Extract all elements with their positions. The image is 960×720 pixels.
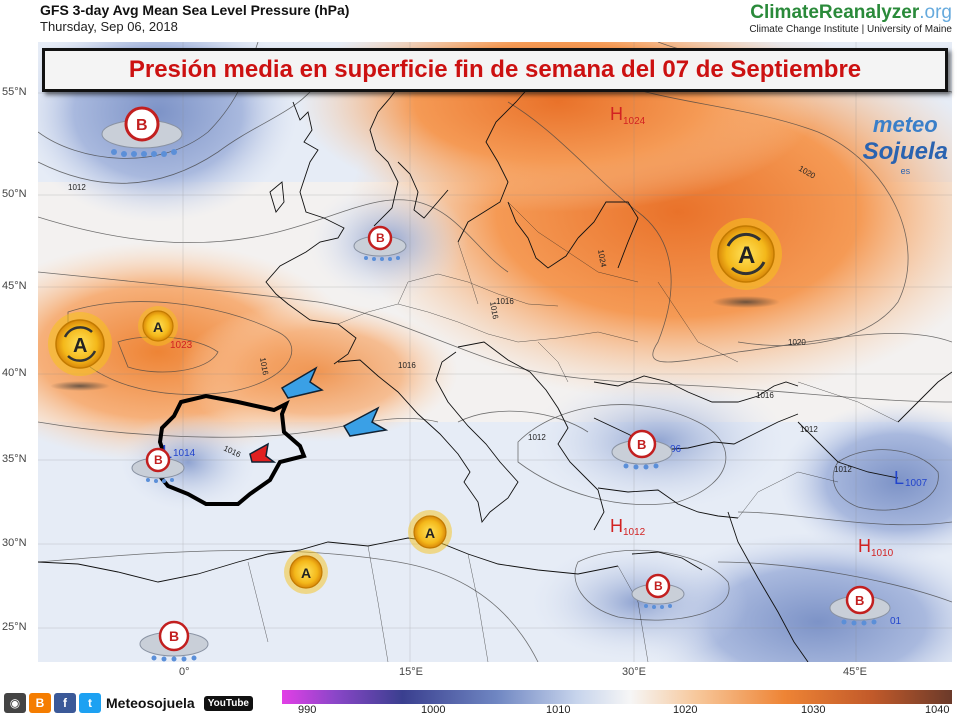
depression-icon: B bbox=[101, 106, 183, 157]
colorbar-tick: 1020 bbox=[673, 704, 698, 716]
lon-label: 30°E bbox=[622, 666, 646, 678]
svg-text:B: B bbox=[169, 628, 179, 644]
isobar-label: 1020 bbox=[788, 338, 806, 347]
isobar-label: 1016 bbox=[756, 391, 774, 400]
header: GFS 3-day Avg Mean Sea Level Pressure (h… bbox=[0, 0, 960, 40]
svg-text:B: B bbox=[154, 453, 163, 467]
youtube-icon[interactable]: YouTube bbox=[203, 695, 253, 711]
pressure-center-low: L 1007 bbox=[894, 468, 928, 489]
meteosojuela-logo: meteo Sojuela es bbox=[862, 112, 948, 176]
banner-title: Presión media en superficie fin de seman… bbox=[42, 48, 948, 92]
pressure-map: 1012 1020 1016 1024 1016 1016 1012 1016 … bbox=[38, 42, 952, 662]
pressure-center-high: H 1024 bbox=[610, 104, 646, 127]
lat-label: 25°N bbox=[2, 621, 27, 633]
depression-icon: B bbox=[131, 447, 185, 483]
wind-arrow-icon bbox=[342, 406, 389, 437]
svg-text:1024: 1024 bbox=[623, 116, 646, 127]
lat-label: 40°N bbox=[2, 367, 27, 379]
colorbar-tick: 990 bbox=[298, 704, 317, 716]
depression-icon: B bbox=[611, 429, 673, 470]
isobar-label: 1024 bbox=[596, 249, 608, 269]
svg-text:H: H bbox=[858, 536, 871, 556]
brand[interactable]: ClimateReanalyzer.org Climate Change Ins… bbox=[749, 2, 952, 35]
pressure-value-label: 06 bbox=[670, 444, 682, 455]
svg-text:H: H bbox=[610, 516, 623, 536]
map-date: Thursday, Sep 06, 2018 bbox=[40, 19, 178, 34]
lon-label: 15°E bbox=[399, 666, 423, 678]
anticyclone-icon: A bbox=[408, 510, 452, 554]
isobar-label: 1012 bbox=[800, 425, 818, 434]
lon-label: 45°E bbox=[843, 666, 867, 678]
lon-label: 0° bbox=[179, 666, 190, 678]
pressure-center-high: H 1010 bbox=[858, 536, 894, 559]
svg-text:A: A bbox=[73, 335, 87, 357]
depression-icon: B bbox=[353, 225, 407, 261]
wind-arrow-icon bbox=[249, 442, 277, 463]
svg-text:H: H bbox=[610, 104, 623, 124]
colorbar-tick: 1010 bbox=[546, 704, 571, 716]
svg-text:B: B bbox=[855, 593, 864, 608]
lat-label: 45°N bbox=[2, 280, 27, 292]
lat-label: 50°N bbox=[2, 188, 27, 200]
depression-icon: B bbox=[139, 620, 209, 662]
social-handle[interactable]: Meteosojuela bbox=[106, 695, 195, 711]
pressure-colorbar bbox=[282, 690, 952, 704]
anticyclone-icon: A bbox=[48, 312, 112, 391]
svg-text:B: B bbox=[654, 579, 663, 593]
depression-icon: B bbox=[631, 573, 685, 609]
social-bar: ◉ B f t Meteosojuela YouTube bbox=[4, 693, 253, 713]
svg-text:B: B bbox=[376, 231, 385, 245]
facebook-icon[interactable]: f bbox=[54, 693, 76, 713]
svg-text:A: A bbox=[153, 319, 163, 335]
blogger-icon[interactable]: B bbox=[29, 693, 51, 713]
lat-label: 55°N bbox=[2, 86, 27, 98]
svg-text:B: B bbox=[136, 117, 148, 134]
brand-subtitle: Climate Change Institute | University of… bbox=[749, 24, 952, 35]
svg-text:1014: 1014 bbox=[173, 448, 196, 459]
colorbar-tick: 1040 bbox=[925, 704, 950, 716]
map-title: GFS 3-day Avg Mean Sea Level Pressure (h… bbox=[40, 2, 350, 18]
svg-text:A: A bbox=[738, 242, 755, 269]
svg-text:B: B bbox=[637, 437, 646, 452]
anticyclone-icon: A bbox=[710, 218, 782, 308]
isobar-label: 1012 bbox=[68, 183, 86, 192]
isobar-label: 1016 bbox=[496, 297, 514, 306]
svg-text:L: L bbox=[894, 468, 904, 488]
pressure-value-label: 01 bbox=[890, 616, 902, 627]
svg-text:1010: 1010 bbox=[871, 548, 894, 559]
svg-text:A: A bbox=[301, 565, 311, 581]
isobar-label: 1016 bbox=[398, 361, 416, 370]
isobar-label: 1012 bbox=[528, 433, 546, 442]
pressure-value-label: 1023 bbox=[170, 340, 193, 351]
pressure-center-high: H 1012 bbox=[610, 516, 646, 538]
depression-icon: B bbox=[829, 585, 891, 626]
isobar-label: 1012 bbox=[834, 465, 852, 474]
map-svg: 1012 1020 1016 1024 1016 1016 1012 1016 … bbox=[38, 42, 952, 662]
camera-icon[interactable]: ◉ bbox=[4, 693, 26, 713]
svg-text:A: A bbox=[425, 525, 435, 541]
anticyclone-icon: A bbox=[138, 306, 178, 346]
brand-name[interactable]: ClimateReanalyzer.org bbox=[750, 2, 952, 23]
svg-text:1012: 1012 bbox=[623, 527, 646, 538]
anticyclone-icon: A bbox=[284, 550, 328, 594]
lat-label: 35°N bbox=[2, 453, 27, 465]
colorbar-tick: 1000 bbox=[421, 704, 446, 716]
colorbar-tick: 1030 bbox=[801, 704, 826, 716]
isobar-label: 1016 bbox=[488, 301, 500, 321]
twitter-icon[interactable]: t bbox=[79, 693, 101, 713]
wind-arrow-icon bbox=[280, 366, 324, 399]
lat-label: 30°N bbox=[2, 537, 27, 549]
isobar-label: 1016 bbox=[258, 357, 270, 377]
svg-text:1007: 1007 bbox=[905, 478, 928, 489]
